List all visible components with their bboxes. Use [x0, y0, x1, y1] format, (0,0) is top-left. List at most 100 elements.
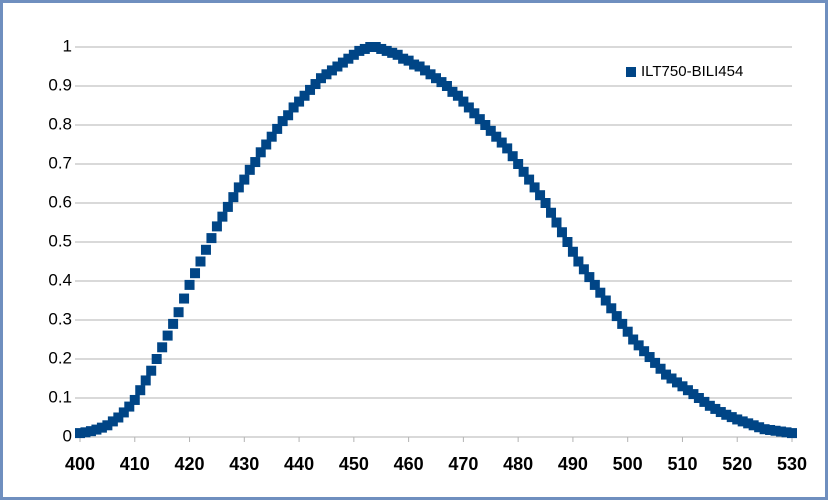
marker	[556, 227, 567, 238]
marker	[754, 422, 765, 433]
marker	[332, 61, 343, 72]
marker	[677, 381, 688, 392]
y-tick-label: 0.1	[48, 387, 72, 406]
marker	[447, 86, 458, 97]
marker	[354, 45, 365, 56]
marker	[551, 217, 562, 228]
marker	[420, 65, 431, 76]
marker	[239, 174, 250, 185]
marker	[452, 90, 463, 101]
marker	[699, 396, 710, 407]
marker	[524, 174, 535, 185]
marker	[573, 256, 584, 267]
marker	[91, 424, 102, 435]
marker	[666, 373, 677, 384]
marker	[217, 211, 228, 222]
y-tick-label: 0.8	[48, 114, 72, 133]
marker	[787, 428, 797, 439]
marker	[606, 303, 617, 314]
marker	[628, 334, 639, 345]
marker	[425, 69, 436, 80]
marker	[233, 182, 244, 193]
x-tick-label: 470	[448, 454, 478, 474]
marker	[748, 420, 759, 431]
x-tick-label: 450	[339, 454, 369, 474]
marker	[644, 352, 655, 363]
marker	[770, 425, 781, 436]
marker	[507, 151, 518, 162]
marker	[633, 340, 644, 351]
marker	[414, 61, 425, 72]
marker	[567, 246, 578, 257]
marker	[348, 49, 359, 60]
x-tick-label: 420	[175, 454, 205, 474]
marker	[732, 414, 743, 425]
marker	[195, 256, 206, 267]
marker	[190, 268, 201, 279]
marker	[140, 375, 151, 386]
x-tick-label: 430	[229, 454, 259, 474]
marker	[381, 45, 392, 56]
marker	[272, 123, 283, 134]
marker	[726, 412, 737, 423]
marker	[759, 424, 770, 435]
marker	[562, 237, 573, 247]
x-tick-label: 480	[503, 454, 533, 474]
marker	[168, 318, 179, 329]
marker	[250, 157, 261, 168]
marker	[578, 264, 589, 275]
marker	[228, 192, 239, 203]
x-tick-label: 410	[120, 454, 150, 474]
marker	[776, 426, 787, 437]
marker	[315, 73, 326, 84]
marker	[162, 330, 173, 341]
marker	[715, 407, 726, 418]
marker	[688, 389, 699, 400]
marker	[129, 394, 140, 405]
marker	[485, 125, 496, 136]
marker	[277, 116, 288, 127]
legend-marker	[626, 67, 636, 77]
marker	[491, 131, 502, 142]
marker	[75, 428, 85, 439]
y-tick-label: 0.3	[48, 309, 72, 328]
marker	[261, 139, 272, 150]
marker	[403, 55, 414, 66]
marker	[496, 137, 507, 148]
marker	[294, 96, 305, 107]
marker	[146, 365, 157, 376]
marker	[737, 416, 748, 427]
marker	[370, 42, 381, 52]
marker	[113, 412, 124, 423]
y-tick-label: 0	[63, 426, 72, 445]
marker	[387, 47, 398, 58]
marker	[409, 59, 420, 70]
marker	[540, 198, 551, 208]
marker	[671, 377, 682, 388]
marker	[458, 96, 469, 107]
marker	[343, 53, 354, 64]
x-tick-label: 490	[558, 454, 588, 474]
marker	[305, 84, 316, 95]
marker	[781, 427, 792, 438]
marker	[310, 79, 321, 90]
marker	[480, 120, 491, 130]
marker	[184, 279, 195, 290]
marker	[469, 108, 480, 119]
marker	[584, 272, 595, 283]
marker	[211, 221, 222, 232]
marker	[118, 407, 129, 418]
marker	[107, 416, 118, 427]
y-tick-label: 0.6	[48, 192, 72, 211]
y-tick-label: 0.7	[48, 153, 72, 172]
x-tick-label: 460	[394, 454, 424, 474]
marker	[639, 346, 650, 357]
marker	[102, 420, 113, 431]
y-tick-label: 1	[63, 36, 72, 55]
marker	[365, 42, 376, 52]
y-tick-label: 0.4	[48, 270, 72, 289]
marker	[743, 418, 754, 429]
marker	[682, 385, 693, 396]
